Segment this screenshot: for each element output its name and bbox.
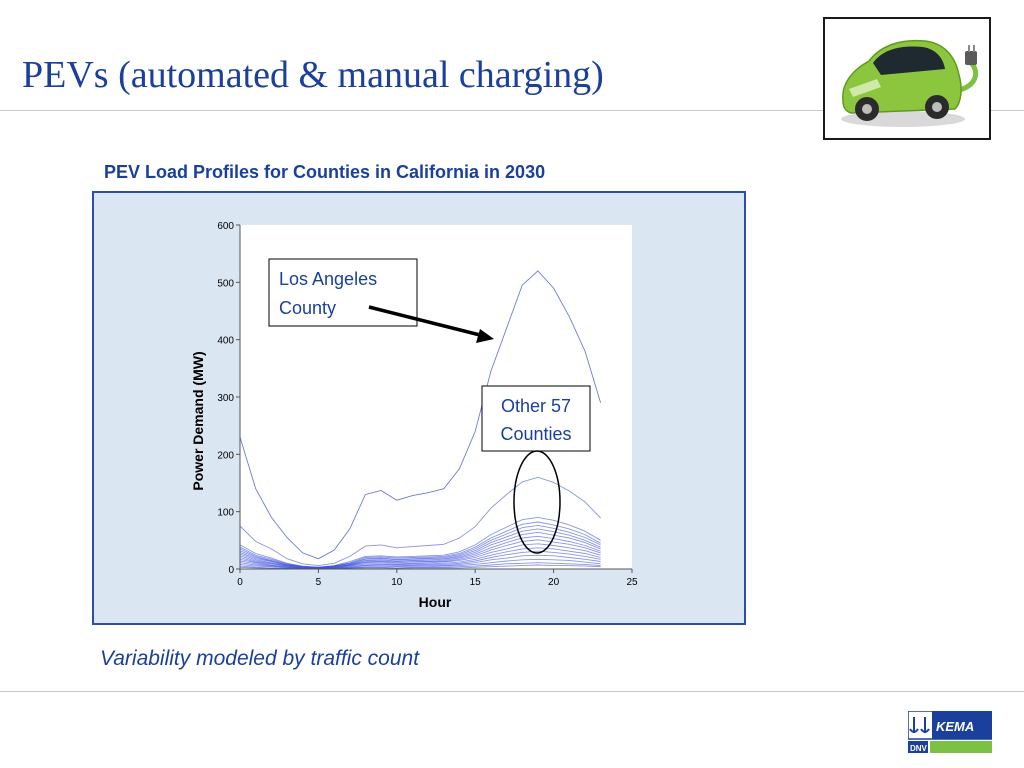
- series-line-county-8: [239, 539, 601, 569]
- other-counties-label-line2: Counties: [500, 424, 571, 444]
- axis-ticks: 0 100 200 300 400 500 600 0 5 10 15 20 25: [217, 221, 638, 588]
- load-profile-chart: 0 100 200 300 400 500 600 0 5 10 15 20 25 Power Dema…: [190, 221, 638, 610]
- green-electric-car-icon: [841, 39, 978, 127]
- y-tick-label: 0: [228, 565, 234, 576]
- other-counties-callout-box: [481, 385, 591, 452]
- x-tick-label: 20: [548, 577, 560, 588]
- x-tick-label: 25: [626, 577, 638, 588]
- la-county-arrow-shaft: [368, 305, 481, 337]
- x-tick-label: 15: [470, 577, 482, 588]
- series-line-county-2: [239, 516, 601, 568]
- x-tick-label: 0: [237, 577, 243, 588]
- x-tick-label: 10: [391, 577, 403, 588]
- car-image-frame: [823, 17, 991, 140]
- y-tick-label: 600: [217, 221, 234, 232]
- y-tick-label: 200: [217, 450, 234, 461]
- la-county-label-line1: Los Angeles: [279, 269, 377, 289]
- series-line-county-6: [239, 531, 601, 569]
- logo-wordmark: KEMA: [936, 719, 974, 734]
- x-axis-label: Hour: [419, 594, 452, 610]
- kema-dnv-logo: KEMA DNV: [907, 710, 993, 753]
- slide-caption: Variability modeled by traffic count: [100, 647, 420, 670]
- y-tick-label: 400: [217, 336, 234, 347]
- title-divider: [0, 110, 1024, 111]
- other-counties-ellipse: [513, 450, 561, 554]
- la-county-callout-box: [268, 258, 418, 327]
- anchor-pair-icon: KEMA DNV: [907, 710, 993, 753]
- x-tick-label: 5: [316, 577, 322, 588]
- la-county-arrow-head: [476, 329, 494, 343]
- chart-title: PEV Load Profiles for Counties in Califo…: [104, 162, 546, 182]
- series-line-county-1: [239, 476, 601, 567]
- series-line-county-14: [239, 562, 601, 570]
- la-county-label-line2: County: [279, 298, 336, 318]
- y-tick-label: 100: [217, 508, 234, 519]
- slide-title: PEVs (automated & manual charging): [22, 54, 604, 96]
- y-axis-label: Power Demand (MW): [190, 351, 206, 490]
- y-tick-label: 500: [217, 278, 234, 289]
- series-lines: [239, 270, 602, 570]
- other-counties-label-line1: Other 57: [501, 396, 571, 416]
- series-line-los-angeles: [239, 270, 602, 560]
- y-tick-label: 300: [217, 393, 234, 404]
- logo-sub-wordmark: DNV: [910, 744, 928, 753]
- footer-divider: [0, 691, 1024, 692]
